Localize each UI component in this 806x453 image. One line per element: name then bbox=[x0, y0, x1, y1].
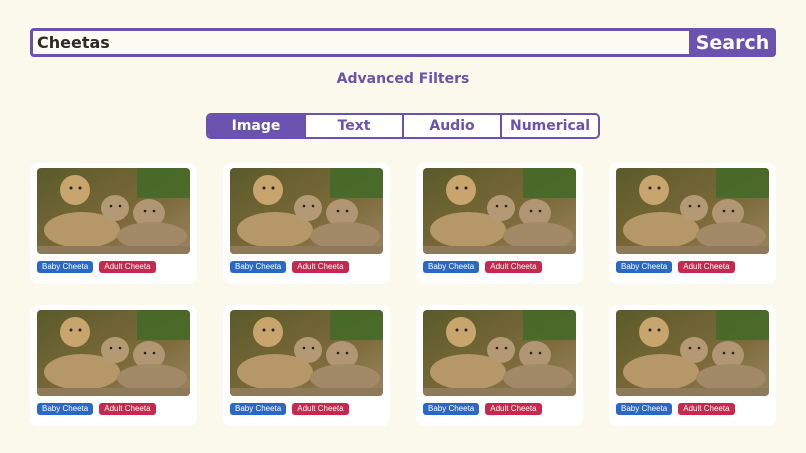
tag-baby-cheeta[interactable]: Baby Cheeta bbox=[423, 261, 480, 273]
tag-list: Baby Cheeta Adult Cheeta bbox=[37, 261, 190, 273]
cheetah-photo bbox=[616, 310, 769, 396]
result-card[interactable]: Baby Cheeta Adult Cheeta bbox=[223, 163, 390, 284]
cheetah-photo bbox=[230, 310, 383, 396]
tag-list: Baby Cheeta Adult Cheeta bbox=[616, 261, 769, 273]
tag-baby-cheeta[interactable]: Baby Cheeta bbox=[423, 403, 480, 415]
result-card[interactable]: Baby Cheeta Adult Cheeta bbox=[416, 305, 583, 426]
tag-list: Baby Cheeta Adult Cheeta bbox=[230, 403, 383, 415]
tag-adult-cheeta[interactable]: Adult Cheeta bbox=[99, 261, 156, 273]
tag-adult-cheeta[interactable]: Adult Cheeta bbox=[678, 403, 735, 415]
tag-adult-cheeta[interactable]: Adult Cheeta bbox=[485, 403, 542, 415]
tag-baby-cheeta[interactable]: Baby Cheeta bbox=[37, 261, 94, 273]
result-card[interactable]: Baby Cheeta Adult Cheeta bbox=[609, 305, 776, 426]
tag-list: Baby Cheeta Adult Cheeta bbox=[616, 403, 769, 415]
search-input[interactable] bbox=[33, 31, 689, 54]
tab-image[interactable]: Image bbox=[208, 115, 304, 137]
results-grid: Baby Cheeta Adult Cheeta Baby Cheeta Adu… bbox=[30, 163, 776, 426]
result-card[interactable]: Baby Cheeta Adult Cheeta bbox=[416, 163, 583, 284]
tag-baby-cheeta[interactable]: Baby Cheeta bbox=[230, 261, 287, 273]
search-bar: Search bbox=[30, 28, 776, 57]
tag-adult-cheeta[interactable]: Adult Cheeta bbox=[292, 403, 349, 415]
search-button[interactable]: Search bbox=[689, 28, 776, 57]
tag-adult-cheeta[interactable]: Adult Cheeta bbox=[485, 261, 542, 273]
tag-list: Baby Cheeta Adult Cheeta bbox=[230, 261, 383, 273]
result-card[interactable]: Baby Cheeta Adult Cheeta bbox=[30, 163, 197, 284]
tag-baby-cheeta[interactable]: Baby Cheeta bbox=[616, 403, 673, 415]
tab-numerical[interactable]: Numerical bbox=[500, 115, 598, 137]
cheetah-photo bbox=[37, 310, 190, 396]
result-card[interactable]: Baby Cheeta Adult Cheeta bbox=[609, 163, 776, 284]
tag-list: Baby Cheeta Adult Cheeta bbox=[37, 403, 190, 415]
tag-list: Baby Cheeta Adult Cheeta bbox=[423, 261, 576, 273]
media-type-tabs: Image Text Audio Numerical bbox=[206, 113, 600, 139]
tag-adult-cheeta[interactable]: Adult Cheeta bbox=[292, 261, 349, 273]
result-card[interactable]: Baby Cheeta Adult Cheeta bbox=[30, 305, 197, 426]
cheetah-photo bbox=[423, 310, 576, 396]
cheetah-photo bbox=[230, 168, 383, 254]
tag-adult-cheeta[interactable]: Adult Cheeta bbox=[678, 261, 735, 273]
tag-list: Baby Cheeta Adult Cheeta bbox=[423, 403, 576, 415]
tag-baby-cheeta[interactable]: Baby Cheeta bbox=[230, 403, 287, 415]
tab-text[interactable]: Text bbox=[304, 115, 402, 137]
cheetah-photo bbox=[37, 168, 190, 254]
tag-baby-cheeta[interactable]: Baby Cheeta bbox=[37, 403, 94, 415]
tag-adult-cheeta[interactable]: Adult Cheeta bbox=[99, 403, 156, 415]
tag-baby-cheeta[interactable]: Baby Cheeta bbox=[616, 261, 673, 273]
cheetah-photo bbox=[616, 168, 769, 254]
tab-audio[interactable]: Audio bbox=[402, 115, 500, 137]
result-card[interactable]: Baby Cheeta Adult Cheeta bbox=[223, 305, 390, 426]
advanced-filters-link[interactable]: Advanced Filters bbox=[336, 71, 470, 87]
cheetah-photo bbox=[423, 168, 576, 254]
